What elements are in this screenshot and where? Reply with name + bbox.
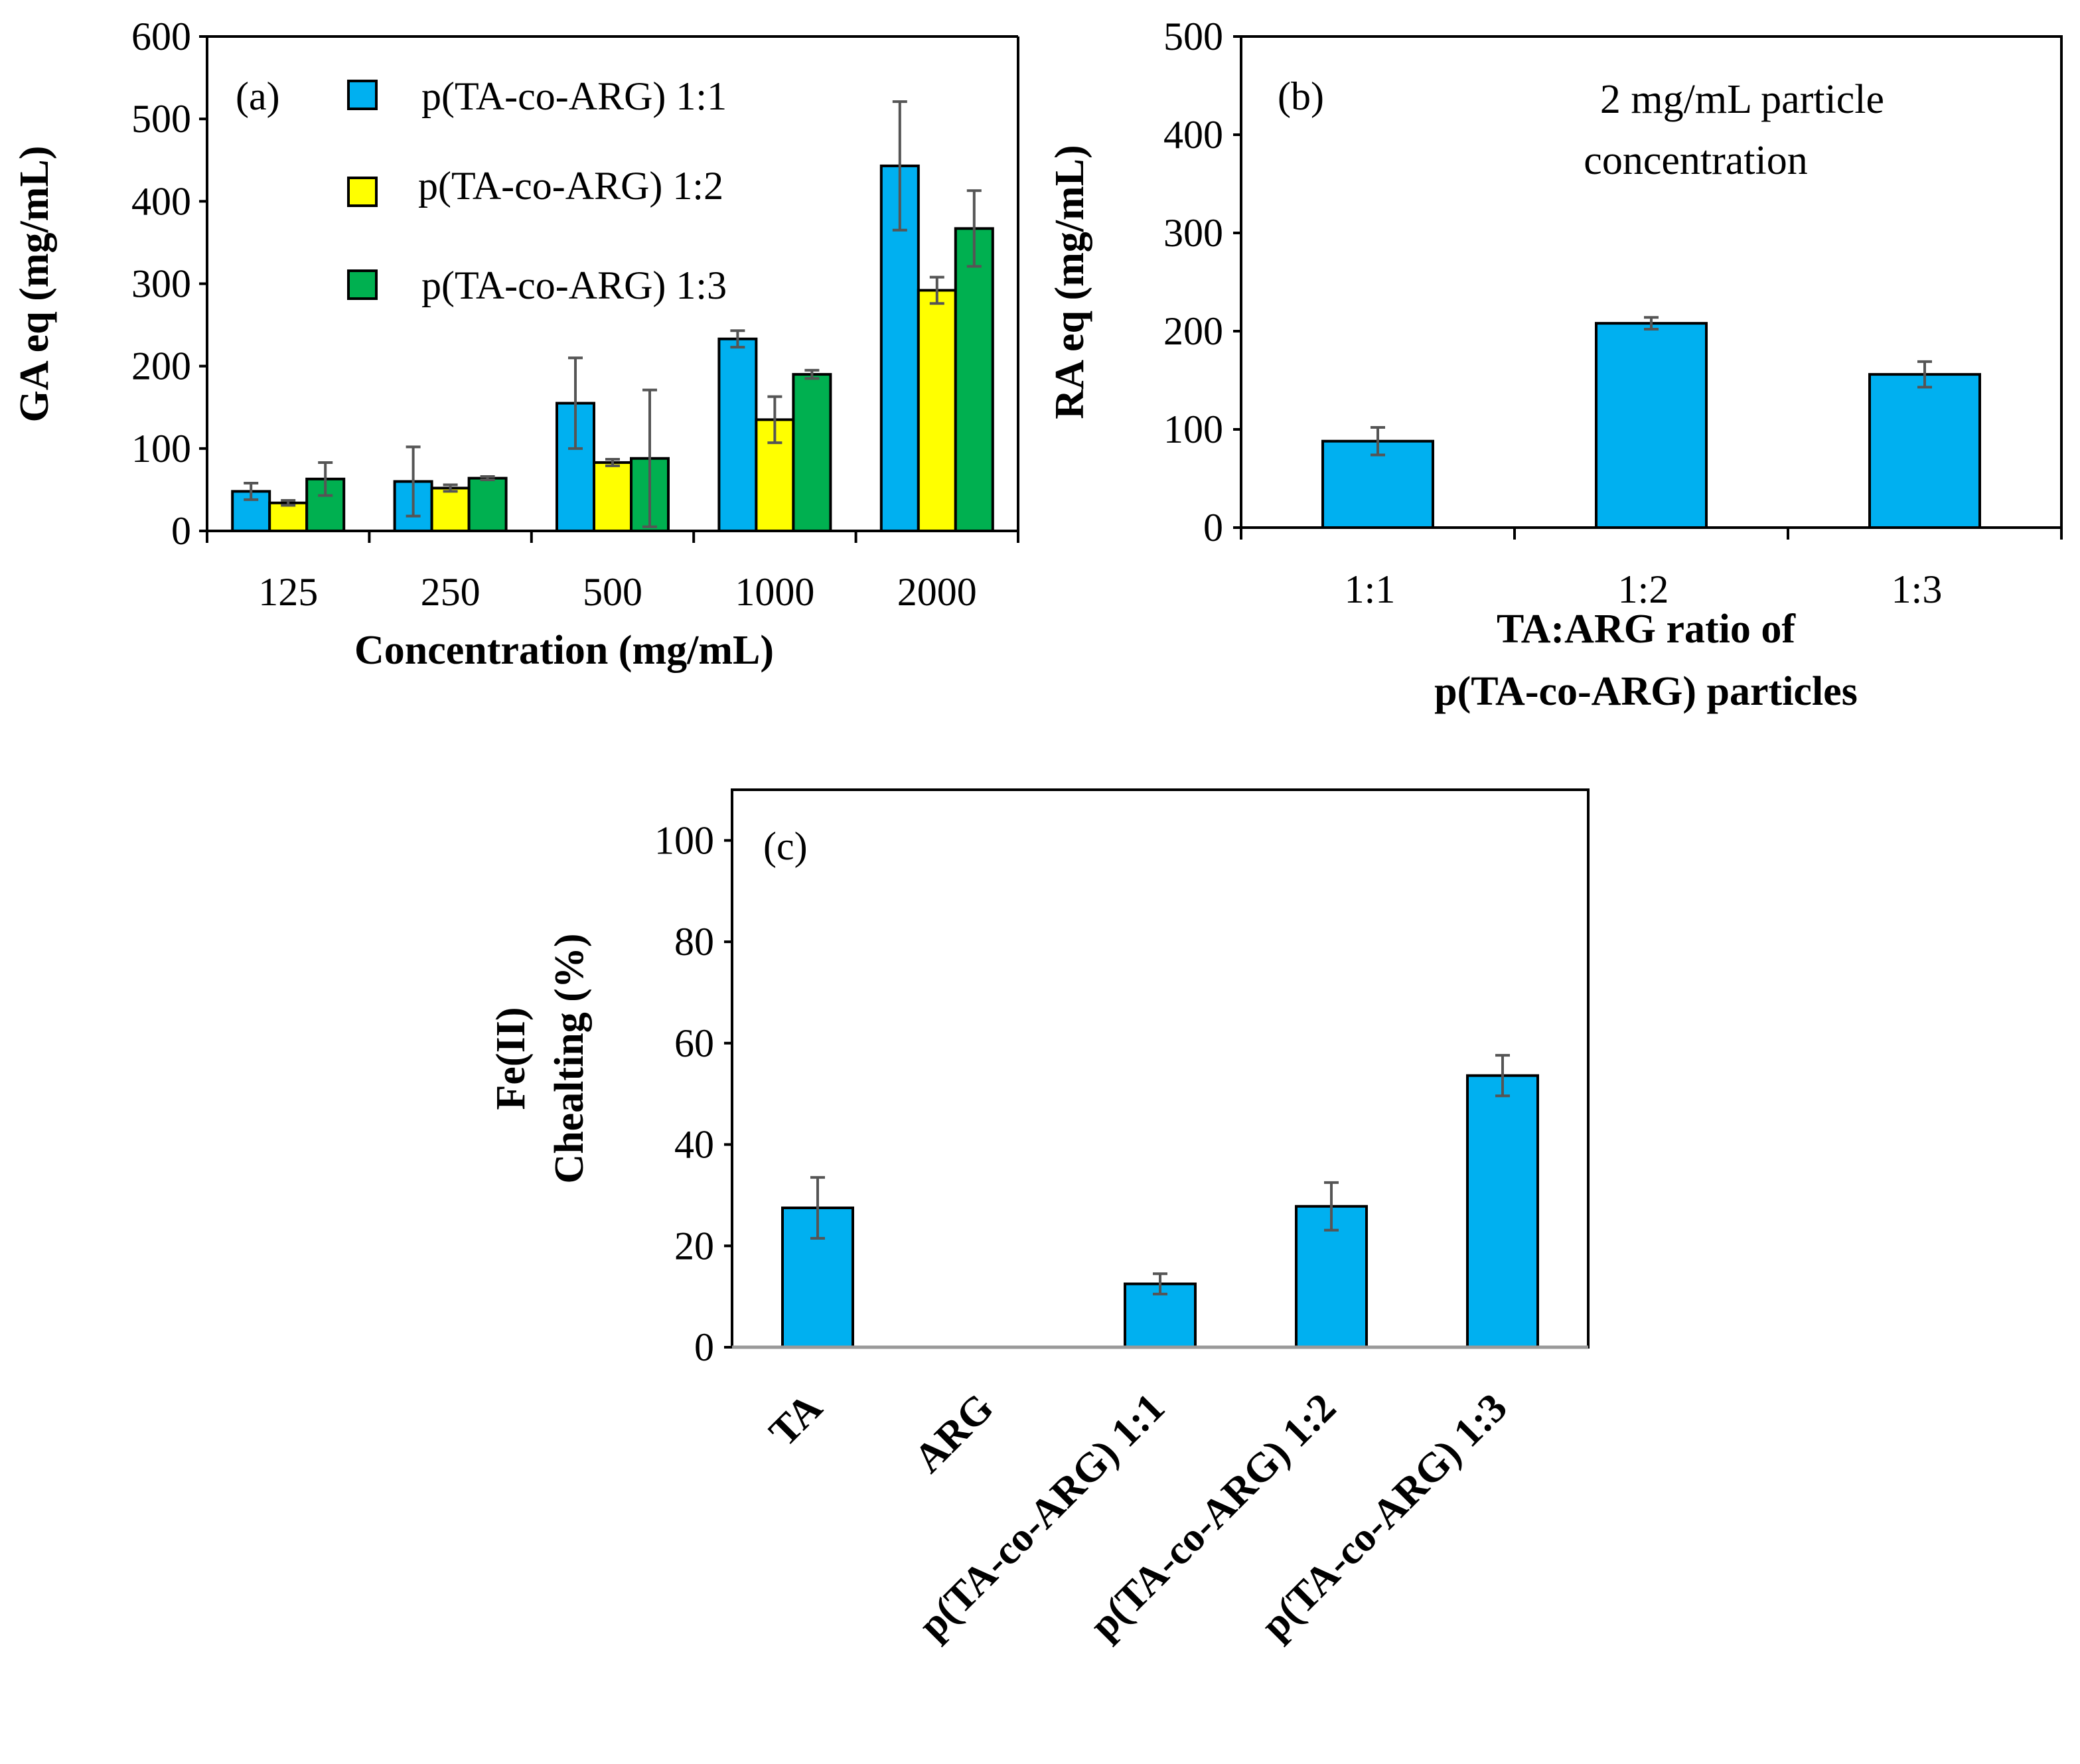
ytick-label-c-20: 20 xyxy=(674,1224,714,1268)
xtick-label-a-500: 500 xyxy=(583,570,642,614)
panel-a-label: (a) xyxy=(236,74,280,118)
panel-c-y-axis-title-line1: Fe(II) xyxy=(488,1007,534,1110)
ytick-label-a-600: 600 xyxy=(131,15,191,58)
xtick-label-a-1000: 1000 xyxy=(735,570,814,614)
panel-b-note-line1: 2 mg/mL particle xyxy=(1600,77,1884,122)
bar-a-2000-s2 xyxy=(917,289,957,532)
ytick-label-b-300: 300 xyxy=(1163,211,1223,255)
xtick-label-a-2000: 2000 xyxy=(897,570,977,614)
legend-label-1-2: p(TA-co-ARG) 1:2 xyxy=(418,164,723,208)
ytick-label-b-400: 400 xyxy=(1163,113,1223,157)
ytick-label-a-200: 200 xyxy=(131,344,191,388)
ytick-label-b-0: 0 xyxy=(1203,506,1223,550)
xtick-label-a-125: 125 xyxy=(258,570,318,614)
legend-label-1-1: p(TA-co-ARG) 1:1 xyxy=(421,74,727,118)
legend-swatch-1-1 xyxy=(347,80,378,110)
panel-a-chart: 0 100 200 300 400 500 600 125 250 500 1000 2000 (a… xyxy=(12,15,1019,673)
ytick-label-c-0: 0 xyxy=(694,1325,714,1369)
ytick-label-b-100: 100 xyxy=(1163,407,1223,451)
ytick-label-c-100: 100 xyxy=(654,818,714,862)
bar-a-500-s2 xyxy=(593,461,632,532)
bar-b-1:3 xyxy=(1868,373,1981,529)
xtick-label-a-250: 250 xyxy=(421,570,481,614)
bar-a-1000-s3 xyxy=(792,373,832,532)
bar-a-250-s3 xyxy=(467,477,508,532)
panel-c-label: (c) xyxy=(763,824,808,868)
bar-c-p-ta-co-arg-1-3 xyxy=(1466,1074,1539,1349)
panel-a-legend: p(TA-co-ARG) 1:1 p(TA-co-ARG) 1:2 p(TA-c… xyxy=(347,74,727,307)
xtick-label-b-1:1: 1:1 xyxy=(1345,567,1396,611)
bar-a-1000-s1 xyxy=(717,337,758,532)
xtick-label-b-1:2: 1:2 xyxy=(1618,567,1669,611)
bar-a-250-s2 xyxy=(430,486,471,533)
ytick-label-c-40: 40 xyxy=(674,1123,714,1167)
ytick-label-a-0: 0 xyxy=(171,509,191,553)
panel-b-note-line2: concentration xyxy=(1584,138,1807,183)
ytick-label-a-500: 500 xyxy=(131,97,191,141)
legend-swatch-1-3 xyxy=(347,269,378,300)
panel-b-label: (b) xyxy=(1278,74,1324,118)
xtick-label-b-1:3: 1:3 xyxy=(1892,567,1943,611)
panel-b-chart: 0 100 200 300 400 500 1:1 1:2 1:3 (b) 2 mg/mL p… xyxy=(1047,15,2063,714)
ytick-label-b-200: 200 xyxy=(1163,309,1223,353)
ytick-label-a-400: 400 xyxy=(131,179,191,223)
panel-a-x-axis-title: Concentration (mg/mL) xyxy=(354,628,774,673)
panel-b-x-axis-title-line1: TA:ARG ratio of xyxy=(1497,607,1796,652)
panel-a-y-axis-title: GA eq (mg/mL) xyxy=(12,146,57,423)
bar-c-p-ta-co-arg-1-2 xyxy=(1295,1205,1368,1349)
ytick-label-b-500: 500 xyxy=(1163,15,1223,58)
panel-b-y-axis-title: RA eq (mg/mL) xyxy=(1047,145,1092,419)
legend-label-1-3: p(TA-co-ARG) 1:3 xyxy=(421,263,727,307)
legend-swatch-1-2 xyxy=(347,177,378,207)
ytick-label-c-60: 60 xyxy=(674,1021,714,1065)
panel-c-y-axis-title-line2: Chealting (%) xyxy=(547,933,592,1183)
bar-a-2000-s3 xyxy=(954,227,994,532)
bar-b-1:2 xyxy=(1595,322,1708,529)
ytick-label-c-80: 80 xyxy=(674,920,714,964)
ytick-label-a-100: 100 xyxy=(131,427,191,471)
bar-a-125-s2 xyxy=(268,501,309,532)
panel-b-x-axis-title-line2: p(TA-co-ARG) particles xyxy=(1434,669,1858,714)
ytick-label-a-300: 300 xyxy=(131,262,191,306)
